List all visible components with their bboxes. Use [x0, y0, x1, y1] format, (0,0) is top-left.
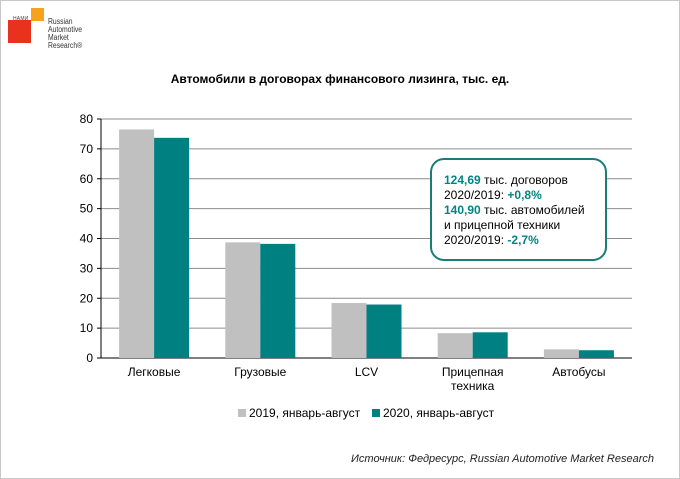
logo-rar-line: Market	[48, 33, 69, 42]
y-tick-label: 0	[86, 351, 93, 365]
logo-red-square	[8, 20, 31, 43]
bar-2019	[543, 349, 579, 358]
x-tick-label: техника	[451, 379, 495, 393]
logo-rar-text: Russian Automotive Market Research®	[48, 18, 82, 50]
callout-line-vehicles-change: 2020/2019: -2,7%	[444, 233, 595, 248]
callout-line-vehicles: 140,90 тыс. автомобилей	[444, 203, 595, 218]
callout-line-trailers: и прицепной техники	[444, 218, 561, 232]
logo-orange-square	[31, 8, 44, 21]
bar-2019	[437, 333, 473, 358]
bar-2020	[366, 304, 402, 358]
source-note: Источник: Федресурс, Russian Automotive …	[351, 453, 654, 465]
contracts-change-value: +0,8%	[507, 188, 542, 202]
logo-nami-text: НАМИ	[13, 16, 29, 22]
vehicles-change-label: 2020/2019:	[444, 233, 508, 247]
vehicles-change-value: -2,7%	[507, 233, 539, 247]
callout-line-contracts-change: 2020/2019: +0,8%	[444, 188, 595, 203]
y-tick-label: 20	[80, 291, 94, 305]
contracts-label: тыс. договоров	[480, 173, 568, 187]
bar-2020	[154, 137, 190, 358]
bar-2020	[472, 332, 508, 358]
y-tick-label: 30	[80, 261, 94, 275]
legend-label: 2020, январь-август	[383, 406, 495, 420]
x-tick-label: Прицепная	[442, 365, 504, 379]
x-tick-label: Легковые	[128, 365, 181, 379]
y-tick-label: 70	[80, 142, 94, 156]
summary-callout: 124,69 тыс. договоров 2020/2019: +0,8% 1…	[430, 158, 607, 261]
rar-logo: НАМИ Russian Automotive Market Research®	[8, 8, 118, 68]
y-tick-label: 40	[80, 232, 94, 246]
callout-line-contracts: 124,69 тыс. договоров	[444, 173, 595, 188]
logo-rar-line: Automotive	[48, 25, 83, 34]
y-tick-label: 10	[80, 321, 94, 335]
logo-rar-line: Russian	[48, 17, 73, 26]
logo-rar-line: Research®	[48, 41, 83, 50]
bar-2020	[578, 350, 614, 358]
legend-swatch	[238, 409, 246, 417]
chart-title: Автомобили в договорах финансового лизин…	[170, 72, 510, 86]
vehicles-value: 140,90	[444, 203, 481, 217]
contracts-change-label: 2020/2019:	[444, 188, 508, 202]
bar-2019	[119, 129, 155, 358]
legend-label: 2019, январь-август	[249, 406, 361, 420]
y-tick-label: 50	[80, 202, 94, 216]
vehicles-label: тыс. автомобилей	[480, 203, 585, 217]
y-tick-label: 60	[80, 172, 94, 186]
y-tick-label: 80	[80, 112, 94, 126]
x-tick-label: Автобусы	[552, 365, 605, 379]
contracts-value: 124,69	[444, 173, 481, 187]
bar-2019	[225, 242, 261, 358]
bar-2020	[260, 243, 296, 358]
legend-swatch	[372, 409, 380, 417]
x-tick-label: LCV	[355, 365, 378, 379]
bar-2019	[331, 303, 367, 358]
x-tick-label: Грузовые	[234, 365, 286, 379]
